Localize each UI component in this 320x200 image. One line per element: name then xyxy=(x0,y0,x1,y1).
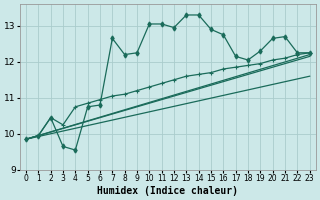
X-axis label: Humidex (Indice chaleur): Humidex (Indice chaleur) xyxy=(97,186,238,196)
